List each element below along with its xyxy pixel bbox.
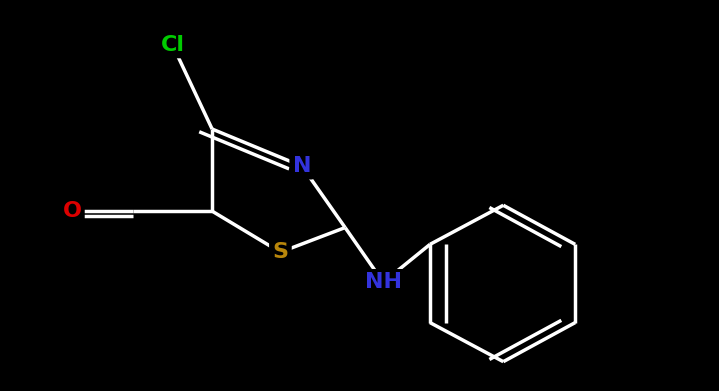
Text: NH: NH (365, 272, 402, 292)
Text: S: S (273, 242, 288, 262)
Text: O: O (63, 201, 81, 221)
Text: Cl: Cl (160, 35, 185, 55)
Text: N: N (293, 156, 311, 176)
